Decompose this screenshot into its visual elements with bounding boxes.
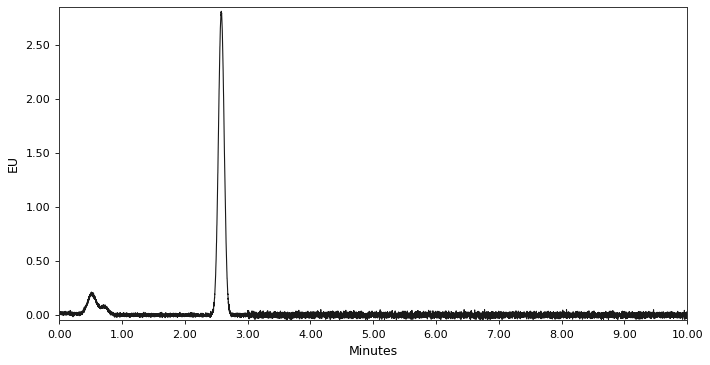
X-axis label: Minutes: Minutes [349, 345, 398, 358]
Y-axis label: EU: EU [7, 155, 20, 172]
